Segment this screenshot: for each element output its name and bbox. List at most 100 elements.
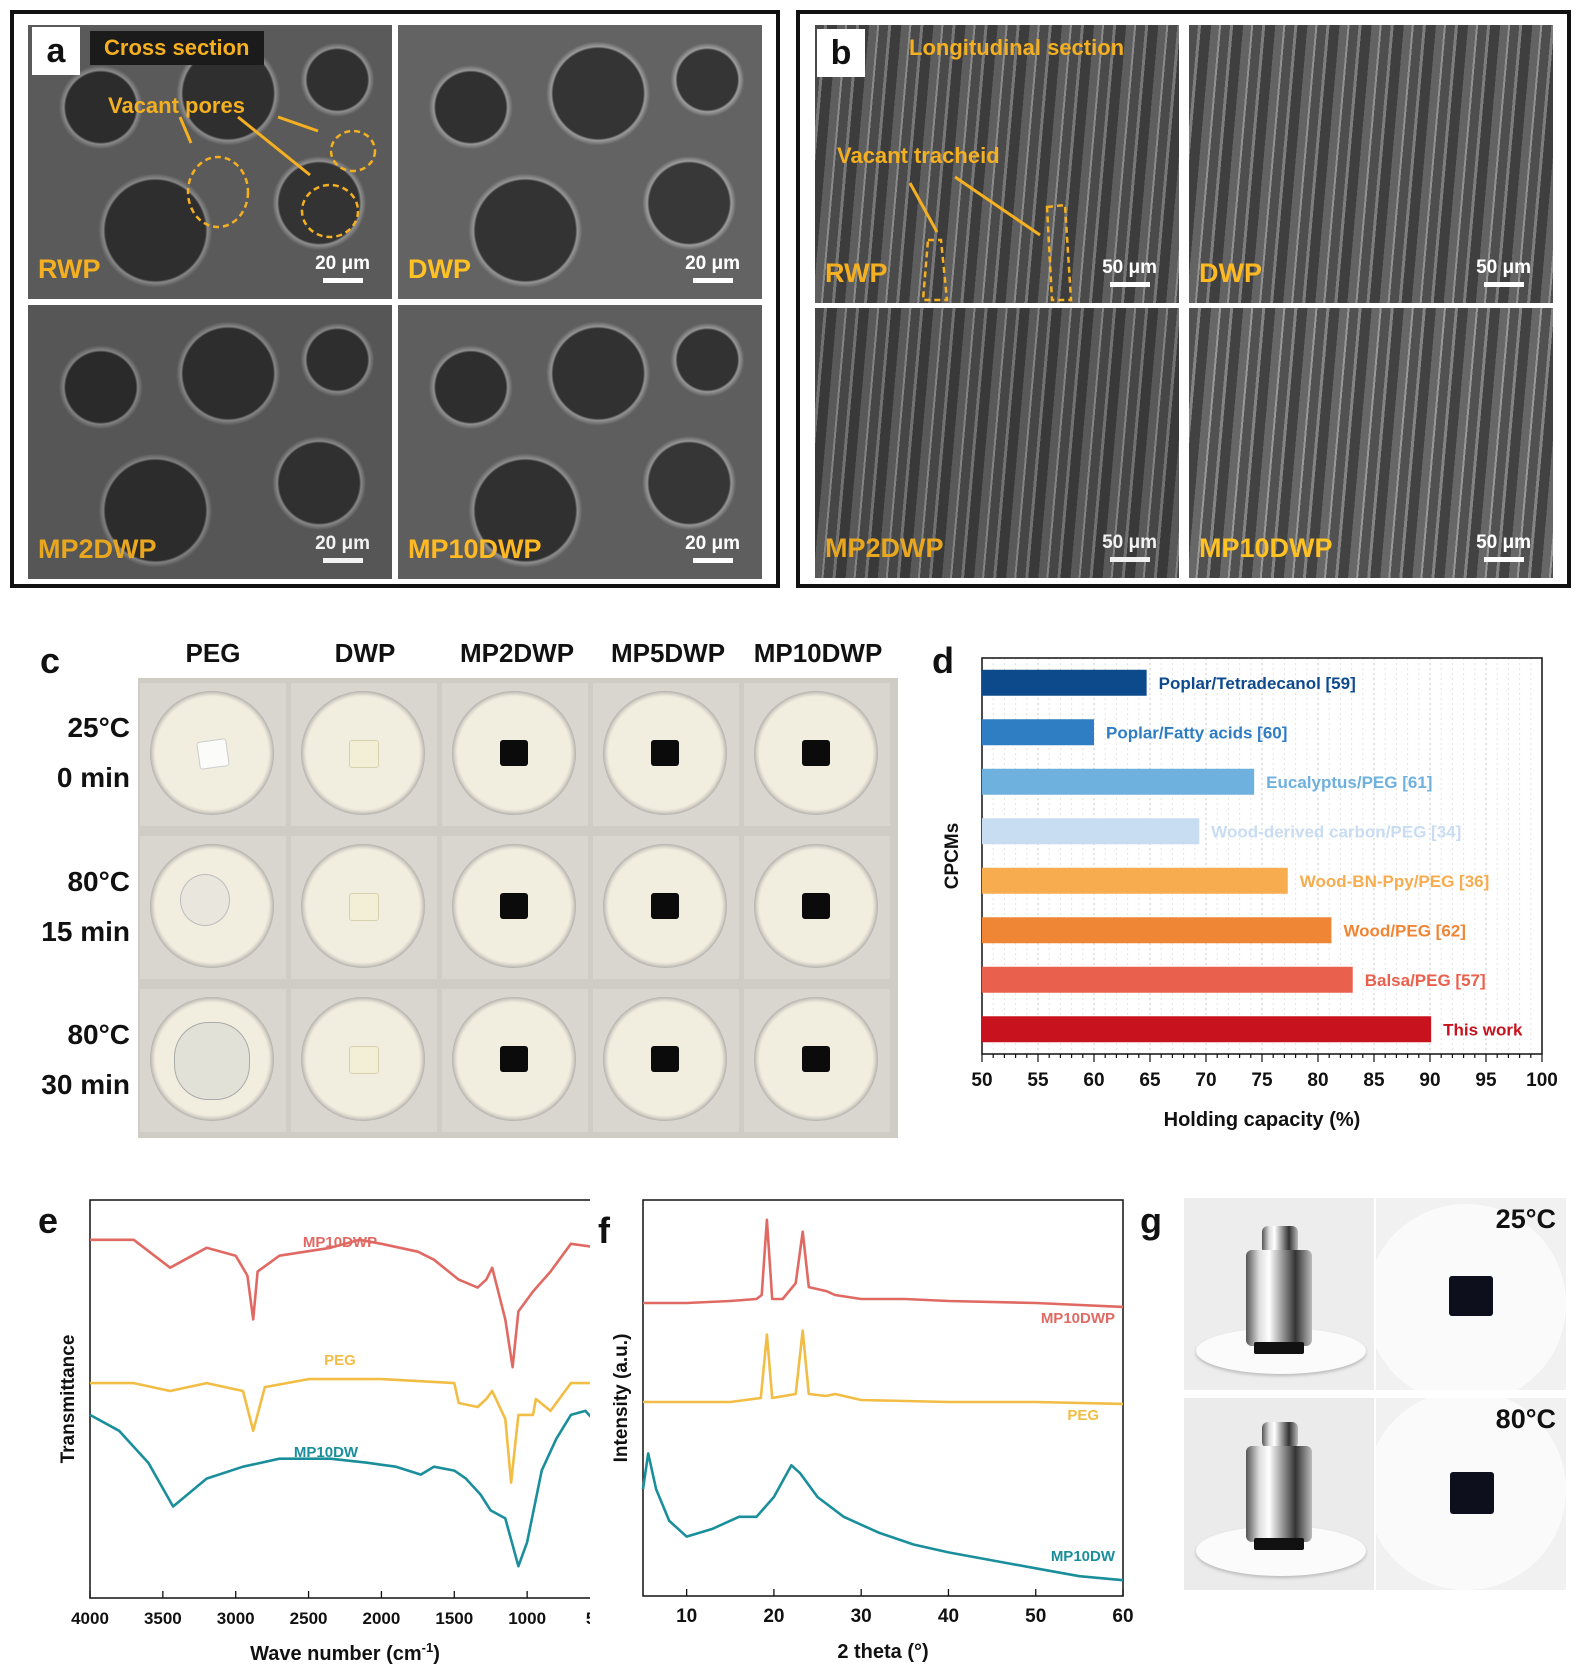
x-tick-label: 3000 [217, 1609, 255, 1628]
petri-dish-cell [442, 683, 588, 826]
sem-image-a-dwp: DWP 20 μm [398, 25, 762, 299]
x-tick-label: 50 [971, 1070, 992, 1091]
petri-dish [452, 844, 576, 968]
bar-label: Wood-derived carbon/PEG [34] [1211, 822, 1461, 841]
x-tick-label: 55 [1027, 1070, 1049, 1091]
sample-under-weight [1254, 1342, 1304, 1354]
series-label: MP10DW [1051, 1548, 1116, 1565]
sample [500, 740, 528, 766]
bar-label: Poplar/Tetradecanol [59] [1159, 674, 1356, 693]
sample [349, 740, 379, 768]
vacant-tracheid-markers [908, 175, 1073, 302]
scale-bar: 20 μm [685, 533, 740, 563]
x-tick-label: 40 [938, 1606, 959, 1627]
bar [982, 966, 1353, 993]
petri-dish [452, 997, 576, 1121]
sem-label: MP2DWP [825, 533, 944, 563]
scale-bar: 50 μm [1102, 257, 1157, 287]
row-header: 25°C 0 min [20, 703, 130, 803]
bar [982, 917, 1332, 944]
x-tick-label: 80 [1307, 1070, 1328, 1091]
sample [174, 1022, 250, 1100]
sample [349, 893, 379, 921]
photo-weight-80c [1184, 1398, 1374, 1590]
scale-bar: 50 μm [1476, 532, 1531, 562]
column-header: MP2DWP [459, 638, 575, 668]
petri-dish [603, 691, 727, 815]
x-tick-label: 50 [1025, 1606, 1046, 1627]
y-axis-label: Intensity (a.u.) [611, 1334, 632, 1463]
bar [982, 768, 1255, 795]
x-tick-label: 2000 [363, 1609, 401, 1628]
sem-image-b-mp2dwp: MP2DWP 50 μm [815, 308, 1179, 578]
series-line [643, 1329, 1124, 1406]
series-label: MP10DW [294, 1444, 359, 1461]
sample [651, 740, 679, 766]
x-tick-label: 1000 [508, 1609, 546, 1628]
sample [651, 893, 679, 919]
petri-dish [754, 844, 878, 968]
x-tick-label: 500 [586, 1609, 590, 1628]
petri-dish [301, 691, 425, 815]
sem-image-b-rwp: b Longitudinal section Vacant tracheid R… [815, 25, 1179, 303]
scale-bar: 50 μm [1476, 257, 1531, 287]
petri-dish-cell [291, 989, 437, 1132]
panel-letter-c: c [40, 640, 61, 681]
petri-dish-cell [744, 989, 890, 1132]
petri-dish [452, 691, 576, 815]
petri-dish-cell [442, 989, 588, 1132]
temperature-label: 80°C [1495, 1404, 1556, 1434]
bar-label: This work [1443, 1020, 1523, 1039]
ftir-chart: MP10DWP PEG MP10DW 4000 3500 3000 2500 2000 1500… [58, 1199, 590, 1665]
y-axis-label: Transmittance [58, 1335, 79, 1464]
x-tick-label: 1500 [435, 1609, 473, 1628]
petri-dish-cell [442, 836, 588, 979]
petri-dish-cell [593, 989, 739, 1132]
scale-bar: 20 μm [315, 253, 370, 283]
sem-label: MP10DWP [408, 534, 542, 564]
bar-label: Eucalyptus/PEG [61] [1266, 773, 1432, 792]
bar [982, 669, 1147, 696]
row-temp: 25°C [67, 712, 130, 743]
petri-dish-cell [593, 836, 739, 979]
sem-label: MP2DWP [38, 534, 157, 564]
row-time: 30 min [41, 1069, 130, 1100]
plot-frame [89, 1199, 590, 1599]
row-time: 0 min [56, 762, 130, 793]
sample [651, 1046, 679, 1072]
x-tick-label: 4000 [71, 1609, 109, 1628]
row-header: 80°C 30 min [20, 1010, 130, 1110]
sample [180, 874, 230, 926]
series-label: MP10DWP [1041, 1310, 1115, 1327]
column-header: MP10DWP [753, 638, 883, 668]
x-axis-label: Holding capacity (%) [1164, 1109, 1361, 1131]
sample-block [1449, 1276, 1493, 1316]
sem-label: MP10DWP [1199, 533, 1333, 563]
series-label: MP10DWP [303, 1234, 377, 1251]
longitudinal-section-tag: Longitudinal section [909, 35, 1125, 60]
x-tick-label: 60 [1083, 1070, 1104, 1091]
plot-frame [642, 1199, 1124, 1597]
sem-label: DWP [408, 254, 471, 284]
petri-dish-cell [744, 683, 890, 826]
petri-dish-cell [140, 683, 286, 826]
petri-dish-cell [140, 989, 286, 1132]
series-label: PEG [324, 1352, 356, 1369]
x-tick-label: 20 [763, 1606, 784, 1627]
sample [500, 1046, 528, 1072]
petri-dish [150, 997, 274, 1121]
photo-sample-25c: 25°C [1376, 1198, 1566, 1390]
row-temp: 80°C [67, 1019, 130, 1050]
row-header: 80°C 15 min [20, 857, 130, 957]
sample [802, 1046, 830, 1072]
x-axis-label: Wave number (cm-1) [250, 1640, 440, 1665]
weight-body [1246, 1446, 1312, 1542]
x-tick-label: 65 [1139, 1070, 1161, 1091]
petri-dish-cell [593, 683, 739, 826]
x-axis-label: 2 theta (°) [837, 1641, 928, 1663]
sem-image-a-mp2dwp: MP2DWP 20 μm [28, 305, 392, 579]
x-tick-label: 60 [1112, 1606, 1133, 1627]
panel-letter-g: g [1140, 1200, 1162, 1241]
cross-section-tag: Cross section [90, 31, 264, 65]
panel-letter-b: b [817, 29, 865, 77]
